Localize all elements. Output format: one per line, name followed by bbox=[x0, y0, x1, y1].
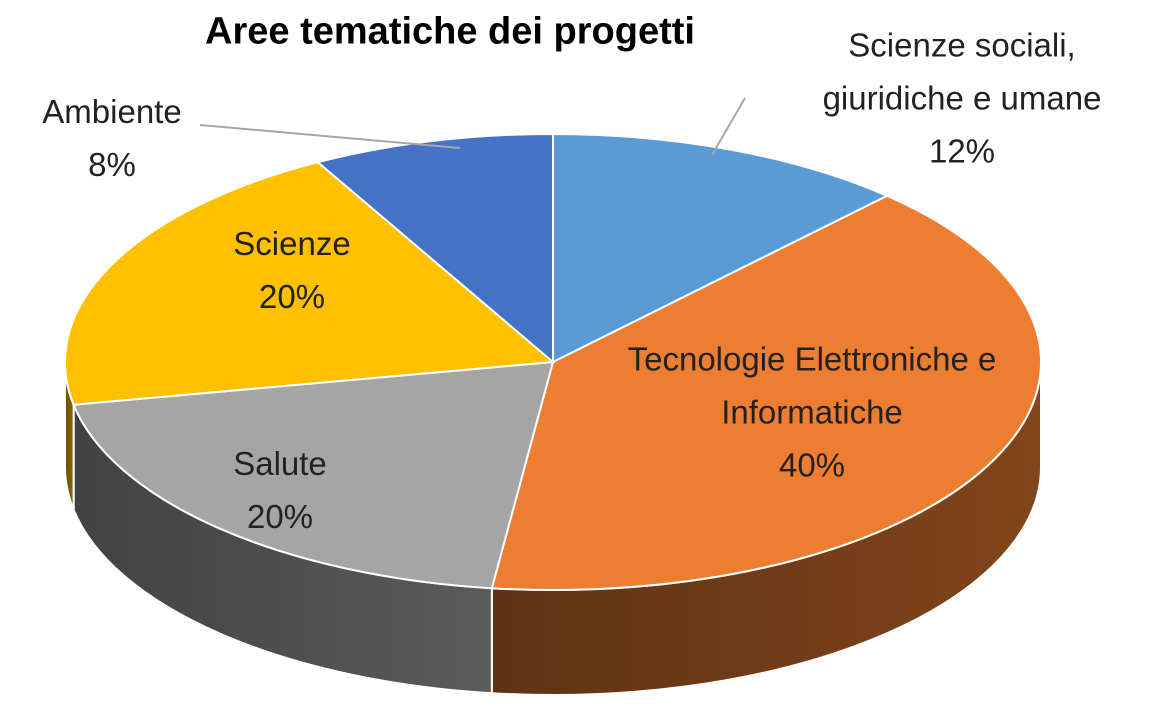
category-label: Scienze sociali, giuridiche e umane bbox=[822, 26, 1102, 117]
value-label: 20% bbox=[258, 278, 326, 315]
category-label: Scienze bbox=[233, 225, 351, 262]
slice bbox=[490, 194, 1042, 591]
value-label: 12% bbox=[928, 132, 996, 170]
data-label: Scienze sociali, giuridiche e umane 12% bbox=[782, 19, 1142, 178]
data-label: Ambiente 8% bbox=[12, 85, 212, 191]
category-label: Salute bbox=[233, 445, 327, 482]
leader-line bbox=[199, 124, 461, 149]
data-label: Tecnologie Elettroniche e Informatiche 40… bbox=[582, 333, 1042, 492]
chart-title: Aree tematiche dei progetti bbox=[205, 10, 695, 53]
data-label: Salute 20% bbox=[180, 437, 380, 543]
slice bbox=[72, 360, 555, 590]
leader-line bbox=[711, 97, 746, 156]
value-label: 8% bbox=[88, 146, 136, 183]
value-label: 20% bbox=[246, 498, 314, 535]
category-label: Ambiente bbox=[42, 93, 182, 130]
slice bbox=[315, 132, 554, 365]
value-label: 40% bbox=[778, 446, 846, 484]
slice bbox=[64, 161, 556, 406]
data-label: Scienze 20% bbox=[192, 217, 392, 323]
slice bbox=[552, 132, 890, 364]
category-label: Tecnologie Elettroniche e Informatiche bbox=[627, 340, 997, 431]
